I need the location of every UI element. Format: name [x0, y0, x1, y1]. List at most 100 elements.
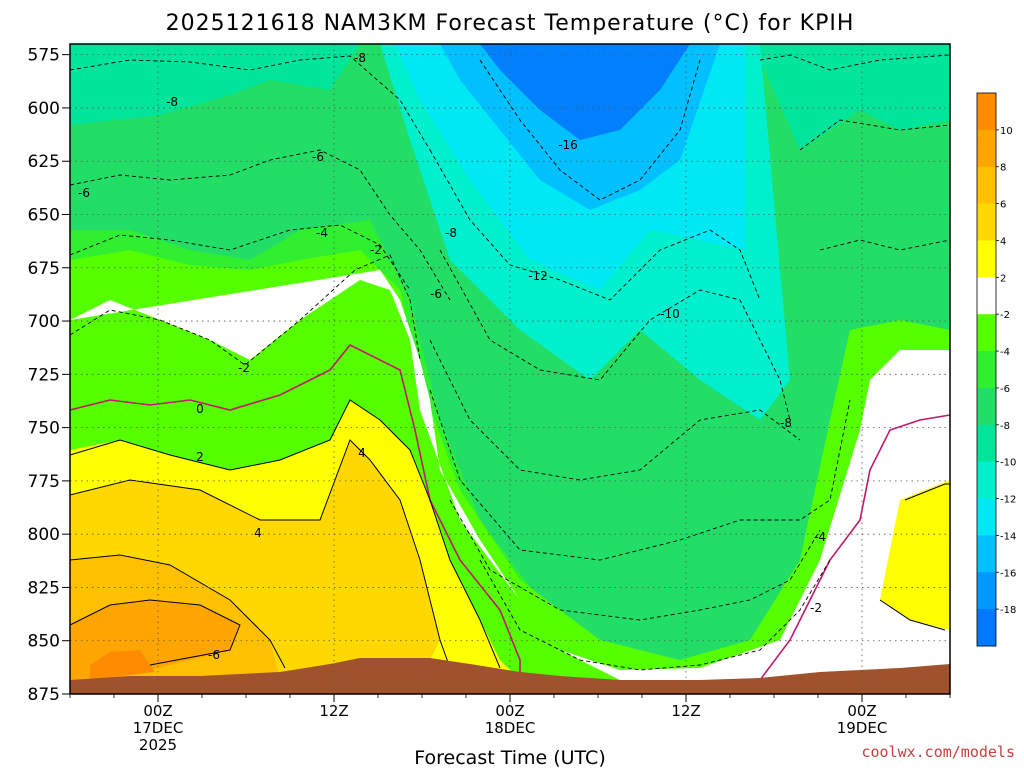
contour-east-warm — [879, 483, 950, 631]
colorbar-label: 6 — [1000, 200, 1006, 211]
contour-east-upper — [759, 54, 951, 71]
colorbar-label: 10 — [1000, 126, 1013, 137]
colorbar-segment — [977, 572, 996, 610]
chart-title: 2025121618 NAM3KM Forecast Temperature (… — [166, 11, 855, 36]
y-tick-label: 750 — [28, 419, 60, 439]
colorbar-label: -14 — [1000, 531, 1016, 542]
y-tick-label: 875 — [28, 685, 60, 705]
colorbar-frame — [976, 92, 997, 647]
y-tick-label: 575 — [28, 46, 60, 66]
colorbar-segment — [977, 93, 996, 131]
y-tick-label: 600 — [28, 99, 60, 119]
dashed-contours — [69, 54, 951, 671]
colorbar-segment — [977, 166, 996, 205]
contour-label: -8 — [780, 416, 792, 430]
colorbar-label: 4 — [1000, 236, 1006, 247]
contour-label: -6 — [78, 186, 90, 200]
contour-label: -8 — [445, 226, 457, 240]
y-tick-label: 700 — [28, 312, 60, 332]
contour-label: -4 — [814, 530, 826, 544]
contour-plus4 — [69, 439, 451, 669]
y-tick-label: 725 — [28, 365, 60, 385]
contour-minus8-east — [429, 339, 801, 481]
colorbar-label: -2 — [1000, 310, 1010, 321]
band-plus10-to-plus12 — [90, 650, 155, 680]
colorbar-segment — [977, 240, 996, 278]
contour-minus8-west — [69, 55, 431, 151]
solid-contours — [69, 399, 950, 669]
colorbar-label: -18 — [1000, 605, 1016, 616]
contour-minus16 — [479, 59, 701, 201]
colorbar-segment — [977, 461, 996, 500]
y-tick-label: 825 — [28, 578, 60, 598]
colorbar-label: -16 — [1000, 568, 1016, 579]
contour-label: -6 — [430, 287, 442, 301]
x-tick-label: 00Z — [495, 702, 524, 720]
colorbar-segment — [977, 129, 996, 168]
ground-surface — [70, 658, 950, 694]
y-tick-label: 650 — [28, 205, 60, 225]
contour-minus4-west — [69, 224, 411, 291]
colorbar-label: -6 — [1000, 384, 1010, 395]
y-tick-label: 625 — [28, 152, 60, 172]
y-tick-label: 850 — [28, 632, 60, 652]
contour-label: -4 — [316, 226, 328, 240]
contour-label: -6 — [312, 150, 324, 164]
contour-label: 2 — [196, 450, 204, 464]
colorbar-segment — [977, 424, 996, 463]
colorbar-segment — [977, 387, 996, 426]
band-minus16-to-minus18 — [480, 44, 690, 140]
freezing-contour-line-east — [759, 414, 951, 681]
y-tick-label: 675 — [28, 259, 60, 279]
band-minus8-to-minus10 — [70, 44, 950, 150]
colorbar-label: -10 — [1000, 458, 1016, 469]
contour-minus10 — [439, 249, 791, 421]
x-tick-label: 19DEC — [837, 719, 888, 737]
colorbar-label: 8 — [1000, 163, 1006, 174]
contour-label: -8 — [354, 51, 366, 65]
contour-minus2-east — [479, 559, 831, 671]
freezing-contour-line — [69, 343, 521, 690]
credit-text: coolwx.com/models — [861, 743, 1015, 761]
contour-label: -2 — [238, 361, 250, 375]
x-tick-label: 12Z — [319, 702, 348, 720]
colorbar-segment — [977, 351, 996, 389]
contour-label: -2 — [810, 601, 822, 615]
contour-minus6-east — [429, 389, 851, 561]
colorbar-segment — [977, 498, 996, 536]
colorbar: 10 8 6 4 2 -2 -4 -6 -8 -10 -12 -14 -16 -18 — [976, 92, 1016, 647]
y-tick-label: 800 — [28, 525, 60, 545]
colorbar-segment — [977, 535, 996, 573]
colorbar-segment — [977, 609, 996, 647]
contour-label: -16 — [558, 138, 578, 152]
x-tick-label: 17DEC — [133, 719, 184, 737]
colorbar-label: -8 — [1000, 421, 1010, 432]
x-tick-label: 00Z — [847, 702, 876, 720]
colorbar-segment — [977, 314, 996, 352]
grid-lines — [70, 44, 950, 694]
contour-label: -10 — [660, 307, 680, 321]
contour-label: -6 — [208, 648, 220, 662]
colorbar-segment — [977, 203, 996, 241]
contour-plus8 — [69, 599, 241, 666]
contour-minus4-east — [449, 499, 821, 621]
plot-area: -8 -8 -6 -6 -4 -2 -2 0 2 4 4 -6 -8 -6 -12 -16 -10 -8 -4 -2 — [69, 43, 951, 695]
contour-minus2-west — [69, 254, 421, 366]
contour-label: -8 — [166, 95, 178, 109]
x-tick-label: 00Z — [143, 702, 172, 720]
colorbar-segment — [977, 277, 996, 315]
y-axis: 575 600 625 650 675 700 725 750 775 800 825 850 875 — [28, 46, 70, 705]
contour-plus2 — [69, 399, 501, 669]
x-tick-label: 12Z — [671, 702, 700, 720]
contour-label: -12 — [528, 269, 548, 283]
colorbar-label: 2 — [1000, 273, 1006, 284]
contour-label: -2 — [370, 243, 382, 257]
contour-east-mid — [799, 119, 951, 151]
colorbar-label: -4 — [1000, 347, 1010, 358]
contour-label: 0 — [196, 402, 204, 416]
colorbar-label: -12 — [1000, 495, 1016, 506]
contour-minus12 — [429, 149, 761, 301]
x-axis-label: Forecast Time (UTC) — [414, 747, 605, 768]
